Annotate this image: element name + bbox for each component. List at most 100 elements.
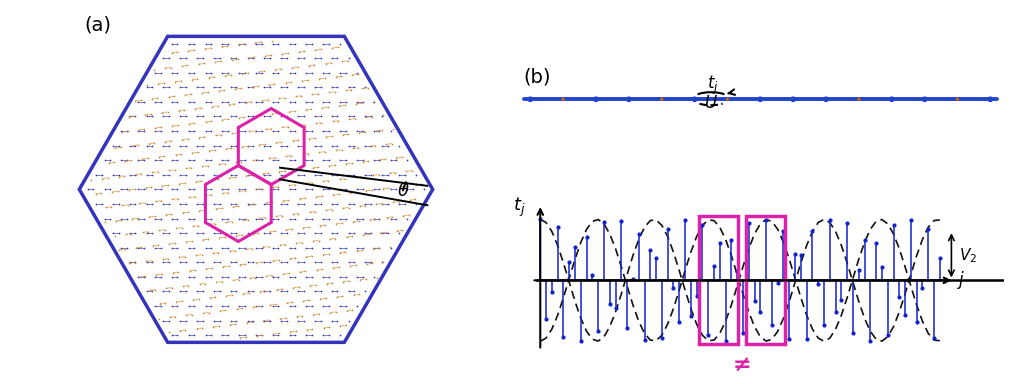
Point bbox=[349, 274, 366, 280]
Point bbox=[169, 215, 185, 222]
Point bbox=[735, 330, 752, 336]
Point bbox=[372, 128, 388, 134]
Point bbox=[321, 324, 337, 330]
Point bbox=[341, 116, 357, 122]
Point bbox=[130, 127, 146, 133]
Point bbox=[187, 106, 204, 112]
Point bbox=[408, 196, 424, 202]
Point bbox=[164, 285, 180, 291]
Point bbox=[178, 239, 195, 245]
Point bbox=[329, 294, 345, 300]
Point bbox=[138, 230, 155, 236]
Point bbox=[127, 172, 143, 178]
Point bbox=[152, 227, 168, 233]
Point bbox=[236, 41, 252, 47]
Point bbox=[135, 128, 152, 134]
Point bbox=[172, 259, 188, 265]
Point bbox=[253, 70, 269, 76]
Point bbox=[187, 267, 204, 273]
Point bbox=[238, 99, 254, 106]
Point bbox=[341, 278, 357, 284]
Point bbox=[275, 271, 292, 277]
Point bbox=[135, 157, 152, 163]
Point bbox=[102, 186, 119, 192]
Point bbox=[366, 128, 382, 134]
Point bbox=[329, 142, 345, 149]
Point bbox=[153, 157, 169, 163]
Point bbox=[315, 325, 332, 331]
Point bbox=[175, 283, 191, 289]
Point bbox=[203, 186, 219, 192]
Point bbox=[285, 138, 301, 144]
Point bbox=[260, 170, 276, 176]
Point bbox=[156, 84, 172, 90]
Point bbox=[349, 157, 366, 163]
Point bbox=[228, 55, 245, 61]
Point bbox=[264, 70, 281, 76]
Point bbox=[290, 210, 306, 217]
Point bbox=[244, 84, 260, 90]
Point bbox=[153, 99, 169, 105]
Point bbox=[329, 201, 345, 207]
Point bbox=[191, 281, 208, 287]
Text: $j$: $j$ bbox=[957, 269, 966, 291]
Point bbox=[342, 263, 358, 269]
Point bbox=[203, 99, 219, 105]
Point bbox=[167, 313, 183, 319]
Point bbox=[146, 128, 163, 134]
Point bbox=[177, 253, 194, 260]
Point bbox=[382, 186, 398, 192]
Point bbox=[237, 261, 253, 267]
Point bbox=[256, 142, 272, 149]
Point bbox=[189, 76, 206, 82]
Point bbox=[315, 99, 332, 105]
Point bbox=[270, 215, 287, 222]
Point bbox=[206, 172, 222, 178]
Point bbox=[357, 201, 374, 207]
Point bbox=[303, 106, 319, 113]
Circle shape bbox=[528, 98, 531, 101]
Point bbox=[288, 167, 304, 173]
Point bbox=[198, 303, 214, 309]
Point bbox=[384, 214, 400, 220]
Point bbox=[362, 230, 379, 236]
Point bbox=[880, 332, 896, 338]
Point bbox=[219, 116, 236, 122]
Point bbox=[127, 230, 143, 236]
Point bbox=[261, 155, 278, 161]
Point bbox=[221, 248, 238, 254]
Point bbox=[207, 294, 223, 300]
Point bbox=[388, 228, 404, 234]
Point bbox=[324, 318, 340, 324]
Point bbox=[321, 99, 337, 105]
Point bbox=[324, 259, 340, 265]
Point bbox=[214, 215, 230, 222]
Text: $t_j$: $t_j$ bbox=[707, 74, 719, 98]
Point bbox=[618, 325, 635, 331]
Point bbox=[775, 228, 792, 235]
Point bbox=[178, 201, 195, 207]
Point bbox=[227, 321, 244, 327]
Point bbox=[315, 70, 332, 76]
Point bbox=[181, 194, 198, 200]
Point bbox=[244, 245, 260, 252]
Point bbox=[324, 280, 340, 286]
Point bbox=[314, 178, 331, 184]
Point bbox=[251, 68, 267, 74]
Point bbox=[374, 201, 390, 207]
Point bbox=[264, 303, 281, 309]
Point bbox=[133, 171, 150, 177]
Point bbox=[120, 202, 136, 208]
Point bbox=[226, 101, 243, 107]
Point bbox=[150, 242, 166, 248]
Point bbox=[886, 222, 902, 228]
Point bbox=[231, 128, 248, 134]
Point bbox=[207, 147, 223, 153]
Point bbox=[237, 70, 253, 76]
Point bbox=[357, 230, 374, 236]
Circle shape bbox=[693, 98, 696, 101]
Point bbox=[329, 259, 345, 265]
Point bbox=[220, 128, 237, 134]
Point bbox=[371, 245, 387, 251]
Point bbox=[173, 225, 189, 231]
